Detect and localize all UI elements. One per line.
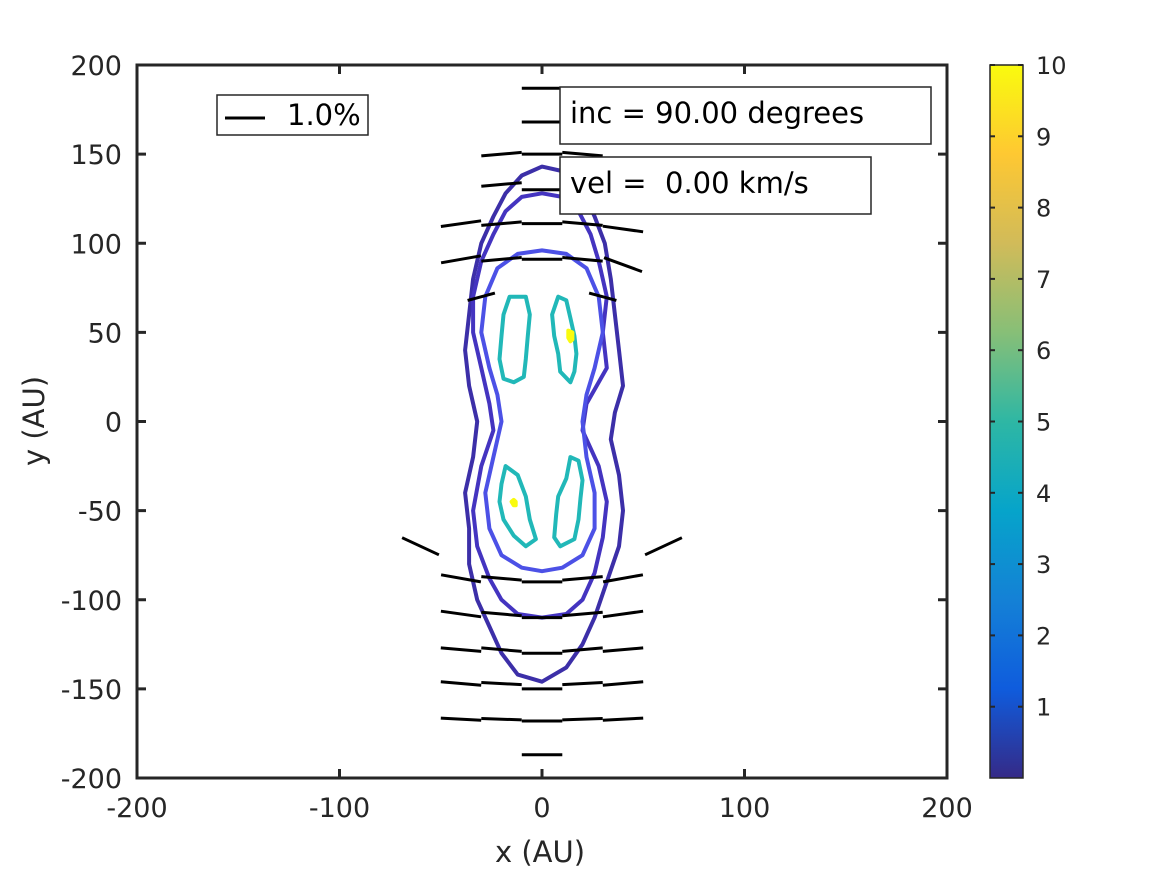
polarization-vector-35 [562, 646, 603, 653]
velocity-box [559, 156, 872, 215]
colorbar-tick-label: 10 [1036, 52, 1067, 80]
contour-lines [463, 164, 625, 684]
polarization-vector-2 [481, 150, 522, 158]
polarization-vector-22 [440, 573, 482, 584]
polarization-vector-37 [440, 680, 482, 687]
y-tick-label: 200 [70, 51, 122, 82]
colorbar-tick-label: 3 [1036, 551, 1051, 579]
inclination-annotation: inc = 90.00 degrees [559, 86, 932, 145]
polarization-vector-38 [481, 681, 522, 687]
polarization-vector-4 [562, 150, 603, 158]
y-tick-label: -150 [61, 675, 122, 706]
y-axis-ticks: -200 -150 -100 -50 0 50 100 150 200 [61, 51, 947, 795]
contour-level-0_5-0 [463, 164, 625, 684]
velocity-annotation: vel = 0.00 km/s [559, 156, 872, 215]
legend-box [216, 94, 369, 136]
polarization-vector-43 [481, 717, 522, 722]
polarization-vector-41 [602, 680, 644, 687]
x-tick-label: -200 [106, 793, 167, 824]
inclination-box [559, 86, 932, 145]
polarization-vector-21 [644, 536, 683, 557]
polarization-vector-11 [562, 220, 603, 227]
polarization-vector-13 [440, 254, 482, 265]
colorbar-ticks: 1 2 3 4 5 6 7 8 9 10 [990, 52, 1067, 722]
colorbar-tick-label: 7 [1036, 266, 1051, 294]
colorbar: 1 2 3 4 5 6 7 8 9 10 [989, 52, 1067, 779]
colorbar-tick-label: 1 [1036, 694, 1051, 722]
colorbar-tick-label: 8 [1036, 195, 1051, 223]
polarization-vector-14 [481, 256, 522, 263]
polarization-vector-20 [401, 536, 440, 557]
polarization-vector-12 [602, 224, 644, 234]
contour-level-5-6 [552, 455, 585, 549]
colorbar-tick-label: 4 [1036, 480, 1051, 508]
polarization-vector-42 [440, 716, 482, 722]
y-axis-label: y (AU) [17, 376, 51, 466]
legend-label: 1.0% [287, 98, 361, 132]
polarization-vector-28 [481, 610, 522, 618]
legend: 1.0% [216, 94, 369, 136]
y-tick-label: -100 [61, 586, 122, 617]
y-tick-label: -50 [78, 497, 122, 528]
colorbar-gradient [989, 64, 1024, 779]
y-tick-label: 0 [105, 408, 122, 439]
polarization-vector-25 [562, 575, 603, 582]
colorbar-tick-label: 5 [1036, 409, 1051, 437]
polarization-vector-8 [440, 219, 482, 228]
contour-level-5-4 [550, 294, 579, 385]
y-tick-label: 50 [88, 318, 122, 349]
polarization-vector-36 [602, 646, 644, 653]
polarization-vector-32 [440, 646, 482, 653]
y-tick-label: 150 [70, 140, 122, 171]
x-tick-label: 200 [921, 793, 973, 824]
polarization-vector-30 [562, 610, 603, 618]
polarization-vector-40 [562, 681, 603, 687]
polarization-vector-23 [481, 575, 522, 582]
contour-level-10-8 [509, 497, 518, 508]
x-axis-ticks: -200 -100 0 100 200 [106, 65, 973, 824]
polarization-vector-45 [562, 717, 603, 722]
polarization-vector-18 [467, 291, 496, 302]
colorbar-tick-label: 6 [1036, 337, 1051, 365]
contour-level-5-5 [497, 464, 538, 549]
polarization-vector-17 [603, 256, 643, 274]
y-tick-label: 100 [70, 229, 122, 260]
polarization-vector-5 [481, 181, 522, 188]
polarization-vector-16 [562, 256, 603, 263]
contour-level-10-7 [566, 328, 575, 344]
polarization-vector-46 [602, 716, 644, 722]
polarization-vectors [401, 86, 683, 757]
contour-level-5-3 [497, 294, 532, 385]
velocity-text: vel = 0.00 km/s [570, 166, 809, 200]
x-axis-label: x (AU) [495, 835, 585, 869]
x-tick-label: 100 [719, 793, 771, 824]
polarization-vector-27 [440, 609, 482, 619]
polarization-vector-26 [602, 573, 644, 584]
y-tick-label: -200 [61, 764, 122, 795]
x-tick-label: -100 [309, 793, 370, 824]
polarization-vector-33 [481, 646, 522, 653]
x-tick-label: 0 [533, 793, 550, 824]
polarization-vector-9 [481, 220, 522, 227]
polarization-vector-31 [602, 609, 644, 619]
colorbar-tick-label: 9 [1036, 123, 1051, 151]
inclination-text: inc = 90.00 degrees [570, 96, 864, 130]
polarization-vector-19 [588, 291, 617, 302]
contour-level-1_2-2 [479, 248, 605, 574]
colorbar-tick-label: 2 [1036, 622, 1051, 650]
